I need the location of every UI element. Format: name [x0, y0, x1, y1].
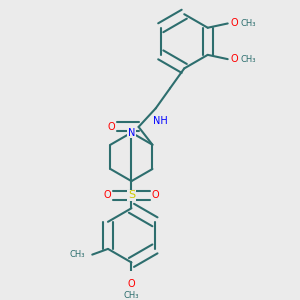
Text: O: O: [230, 19, 238, 28]
Text: CH₃: CH₃: [70, 250, 85, 259]
Text: O: O: [128, 279, 135, 289]
Text: O: O: [107, 122, 115, 132]
Text: CH₃: CH₃: [241, 19, 256, 28]
Text: S: S: [128, 190, 135, 200]
Text: O: O: [103, 190, 111, 200]
Text: O: O: [230, 54, 238, 64]
Text: NH: NH: [153, 116, 167, 126]
Text: N: N: [128, 128, 135, 138]
Text: O: O: [152, 190, 160, 200]
Text: CH₃: CH₃: [241, 55, 256, 64]
Text: CH₃: CH₃: [124, 291, 139, 300]
